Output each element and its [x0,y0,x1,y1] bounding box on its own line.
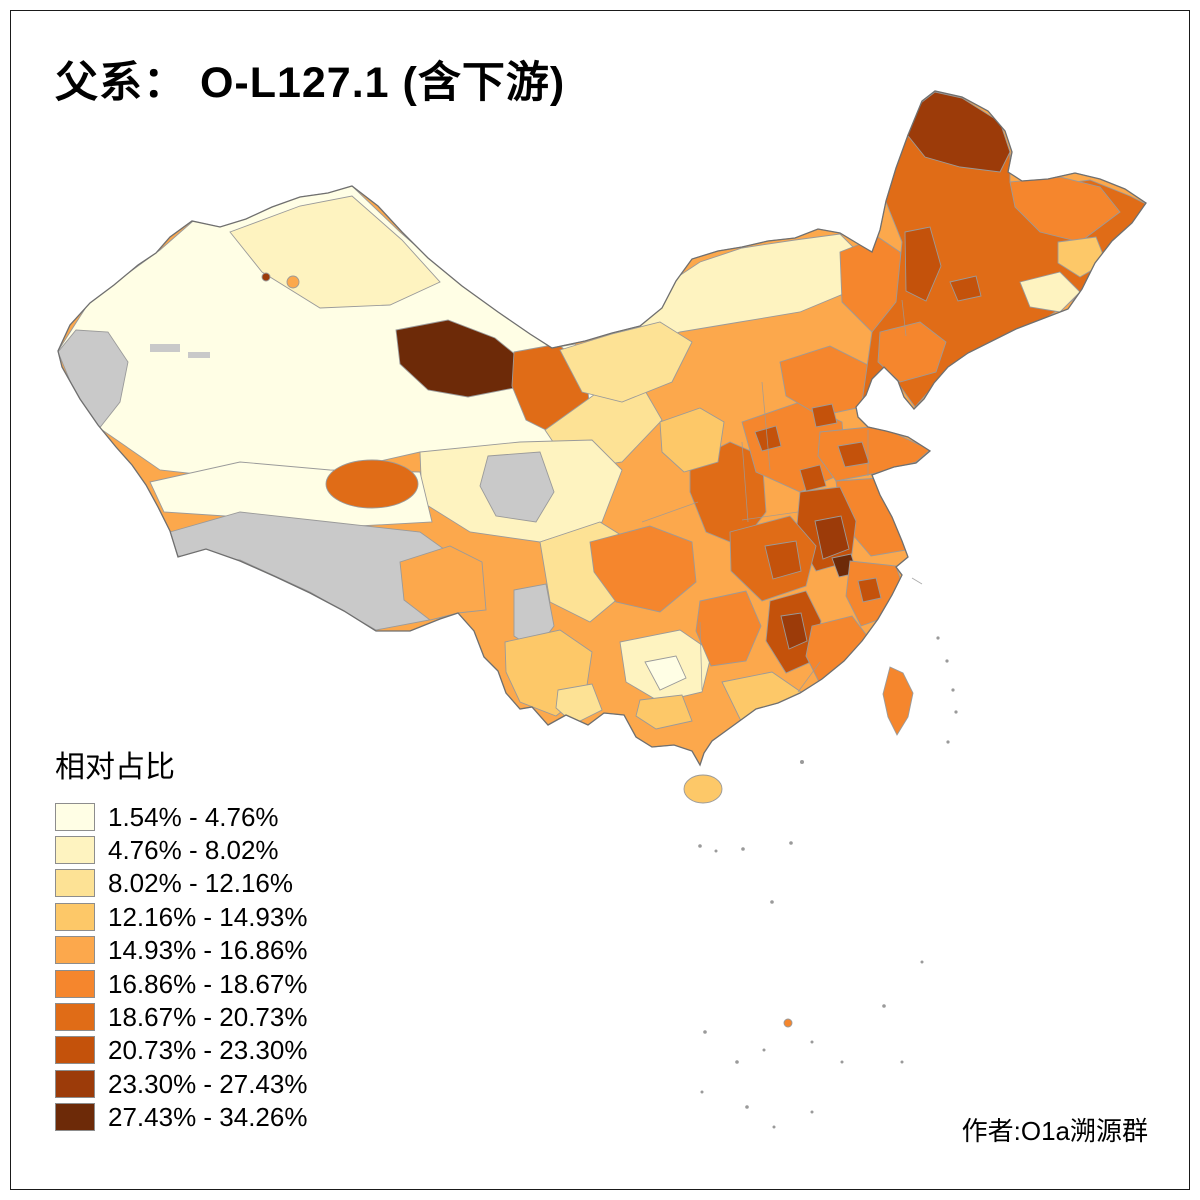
legend-label: 14.93% - 16.86% [108,935,308,966]
region-shandong-dark [837,441,870,468]
legend-row: 16.86% - 18.67% [55,967,307,1000]
legend-swatch [55,1003,95,1032]
legend-label: 16.86% - 18.67% [108,968,308,999]
region-anhui-dark [814,515,850,560]
legend-row: 23.30% - 27.43% [55,1067,307,1100]
region-south-yunnan [555,683,603,725]
legend-swatch [55,1036,95,1065]
legend-swatch [55,836,95,865]
legend-swatch [55,936,95,965]
legend-label: 4.76% - 8.02% [108,835,279,866]
region-shanxi-dark [754,425,782,452]
region-xinjiang-dark-spot [261,272,271,282]
region-xinjiang-orange-spot [286,275,300,289]
legend-row: 20.73% - 23.30% [55,1034,307,1067]
legend-label: 12.16% - 14.93% [108,901,308,932]
legend-swatch [55,1103,95,1132]
legend-row: 8.02% - 12.16% [55,867,307,900]
region-west-jilin-dark [904,226,942,302]
region-heilongjiang-mid [1009,176,1121,243]
legend-label: 1.54% - 4.76% [108,801,279,832]
region-shandong [817,425,931,482]
region-nodata-patch [150,344,180,352]
legend-swatch [55,802,95,831]
region-guangxi [635,694,693,730]
region-hubei-dark [764,540,802,580]
region-beijing [811,403,838,428]
region-southeast-tibet [399,545,487,621]
legend-label: 27.43% - 34.26% [108,1102,308,1133]
province-boundaries [641,299,907,693]
legend-label: 18.67% - 20.73% [108,1002,308,1033]
region-shanxi-dark [799,464,827,492]
region-east-jilin-pale [1019,271,1081,313]
legend-title: 相对占比 [55,751,175,784]
legend-row: 27.43% - 34.26% [55,1101,307,1134]
region-tibet-orange [325,459,419,509]
region-sichuan-basin [589,525,697,613]
legend-label: 23.30% - 27.43% [108,1068,308,1099]
legend-row: 12.16% - 14.93% [55,900,307,933]
region-jiangxi-dark [780,612,808,650]
legend-row: 4.76% - 8.02% [55,833,307,866]
region-liaoning [877,321,947,383]
region-alxa [559,321,693,403]
legend-swatch [55,969,95,998]
region-qinghai-nodata [479,451,555,523]
region-north-xinjiang [229,195,441,309]
region-taiwan [882,666,914,736]
offshore-islands [698,577,958,1129]
legend-row: 1.54% - 4.76% [55,800,307,833]
legend: 相对占比 1.54% - 4.76% 4.76% - 8.02% 8.02% -… [55,742,307,1134]
region-jilin-dark [949,275,982,302]
legend-label: 20.73% - 23.30% [108,1035,308,1066]
region-hulunbuir-dark [904,91,1011,173]
region-hunan [695,590,762,667]
page-title: 父系： O-L127.1 (含下游) [55,59,566,107]
legend-swatch [55,902,95,931]
region-nodata-patch [188,352,210,358]
legend-label: 8.02% - 12.16% [108,868,294,899]
legend-swatch [55,869,95,898]
national-border [57,90,1147,767]
legend-row: 14.93% - 16.86% [55,934,307,967]
legend-swatch [55,1069,95,1098]
region-hainan [683,774,723,804]
author-credit: 作者:O1a溯源群 [961,1116,1148,1146]
region-zhejiang-dark [857,577,882,603]
region-ningxia [659,407,725,473]
legend-row: 18.67% - 20.73% [55,1000,307,1033]
region-guizhou-pale-core [644,655,687,691]
region-island-orange [783,1018,793,1028]
